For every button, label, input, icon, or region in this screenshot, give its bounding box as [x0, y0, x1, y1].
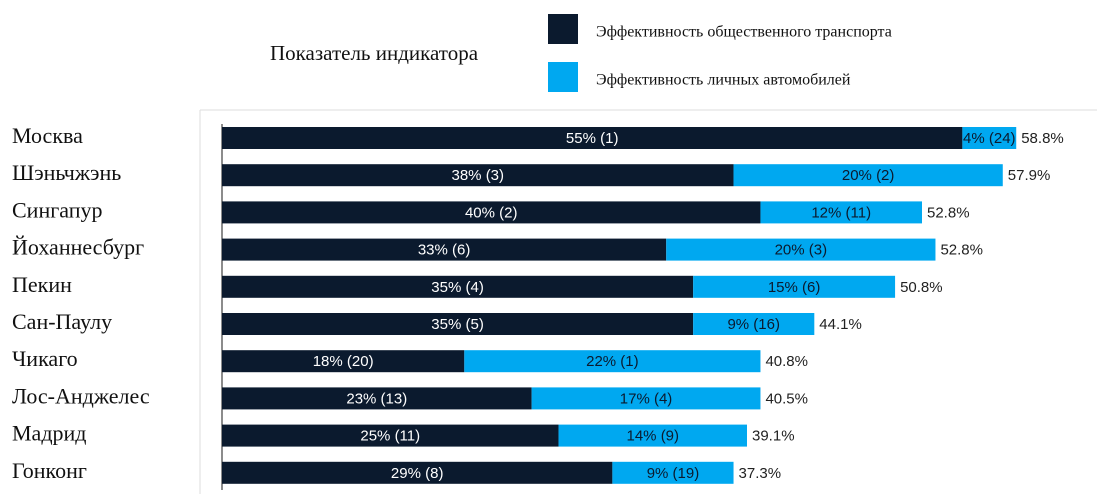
- bar-segment: [666, 238, 936, 261]
- value-label: 15% (6): [768, 279, 821, 296]
- legend-swatch: [548, 62, 578, 92]
- legend-label: Эффективность личных автомобилей: [596, 72, 851, 89]
- value-label: 20% (2): [842, 167, 895, 184]
- total-label: 50.8%: [900, 279, 943, 296]
- category-label: Мадрид: [12, 421, 87, 446]
- bar-segment: [693, 313, 815, 335]
- bar-segment: [222, 275, 694, 298]
- bar-segment: [222, 424, 559, 447]
- bar-segment: [760, 201, 922, 224]
- bar-segment: [558, 424, 747, 447]
- total-label: 37.3%: [739, 465, 782, 482]
- category-label: Сан-Паулу: [12, 309, 112, 334]
- value-label: 23% (13): [346, 390, 407, 407]
- value-label: 18% (20): [313, 353, 374, 370]
- bar-segment: [693, 275, 896, 298]
- bar-segment: [222, 201, 761, 224]
- value-label: 40% (2): [465, 204, 518, 221]
- category-label: Гонконг: [12, 458, 87, 483]
- value-label: 35% (5): [431, 316, 484, 333]
- bar-segment: [531, 387, 761, 410]
- category-label: Йоханнесбург: [12, 235, 144, 260]
- value-label: 33% (6): [418, 242, 471, 259]
- category-label: Москва: [12, 123, 83, 148]
- total-label: 44.1%: [819, 316, 862, 333]
- legend-title: Показатель индикатора: [270, 41, 479, 65]
- value-label: 17% (4): [620, 390, 673, 407]
- value-label: 12% (11): [811, 204, 871, 221]
- legend-swatch: [548, 14, 578, 44]
- legend-label: Эффективность общественного транспорта: [596, 24, 892, 41]
- total-label: 58.8%: [1021, 130, 1064, 147]
- value-label: 22% (1): [586, 353, 639, 370]
- bar-segment: [733, 164, 1003, 187]
- bar-segment: [962, 127, 1017, 149]
- bar-segment: [222, 238, 667, 261]
- total-label: 52.8%: [927, 204, 970, 221]
- value-label: 35% (4): [431, 279, 484, 296]
- value-label: 9% (16): [727, 316, 780, 333]
- value-label: 38% (3): [452, 167, 505, 184]
- value-label: 14% (9): [627, 428, 680, 445]
- category-label: Пекин: [12, 272, 72, 297]
- value-label: 4% (24): [963, 130, 1016, 147]
- value-label: 20% (3): [775, 242, 828, 259]
- total-label: 57.9%: [1008, 167, 1051, 184]
- total-label: 52.8%: [940, 242, 983, 259]
- category-label: Сингапур: [12, 197, 103, 222]
- value-label: 25% (11): [360, 428, 420, 445]
- value-label: 9% (19): [647, 465, 700, 482]
- total-label: 40.5%: [765, 390, 808, 407]
- value-label: 29% (8): [391, 465, 444, 482]
- bar-segment: [222, 387, 532, 410]
- bar-segment: [222, 461, 613, 484]
- total-label: 39.1%: [752, 428, 795, 445]
- bar-segment: [222, 127, 963, 149]
- bar-segment: [464, 350, 761, 373]
- total-label: 40.8%: [765, 353, 808, 370]
- bar-segment: [222, 164, 734, 187]
- category-label: Чикаго: [12, 346, 78, 371]
- bar-segment: [222, 350, 465, 373]
- category-label: Лос-Анджелес: [12, 383, 150, 408]
- bar-segment: [612, 461, 734, 484]
- bar-segment: [222, 313, 694, 335]
- value-label: 55% (1): [566, 130, 619, 147]
- category-label: Шэньчжэнь: [12, 160, 121, 185]
